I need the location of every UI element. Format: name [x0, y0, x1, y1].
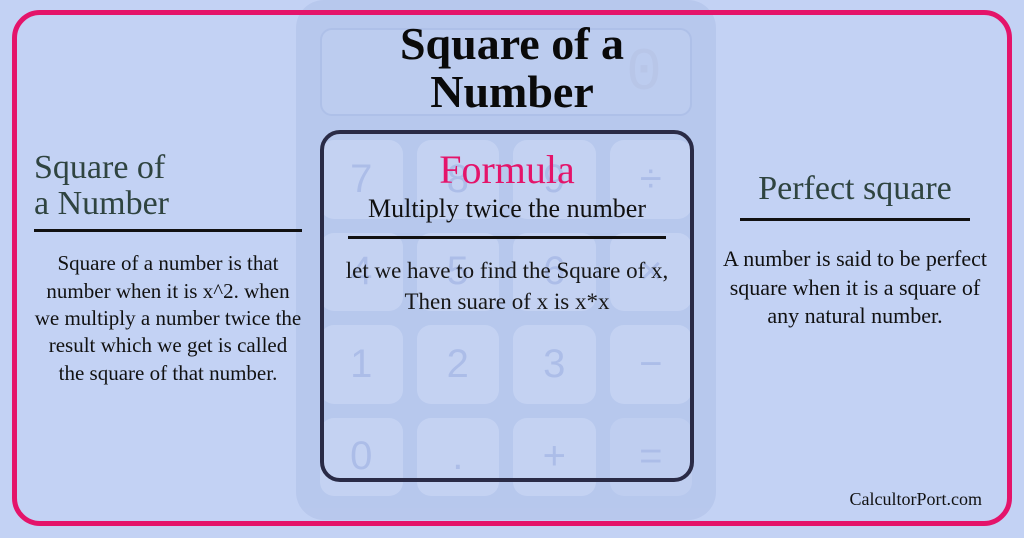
right-heading: Perfect square — [720, 170, 990, 208]
formula-box: Formula Multiply twice the number let we… — [320, 130, 694, 482]
right-panel: Perfect square A number is said to be pe… — [720, 170, 990, 331]
formula-divider — [348, 236, 666, 239]
formula-subtitle: Multiply twice the number — [340, 195, 674, 224]
source-watermark: CalcultorPort.com — [850, 489, 982, 510]
left-divider — [34, 229, 302, 232]
main-title: Square of aNumber — [0, 20, 1024, 117]
left-panel: Square ofa Number Square of a number is … — [34, 150, 302, 387]
formula-heading: Formula — [340, 146, 674, 193]
right-divider — [740, 218, 970, 221]
right-body: A number is said to be perfect square wh… — [720, 245, 990, 331]
left-body: Square of a number is that number when i… — [34, 250, 302, 386]
formula-body: let we have to find the Square of x,Then… — [340, 255, 674, 317]
left-heading: Square ofa Number — [34, 150, 302, 221]
